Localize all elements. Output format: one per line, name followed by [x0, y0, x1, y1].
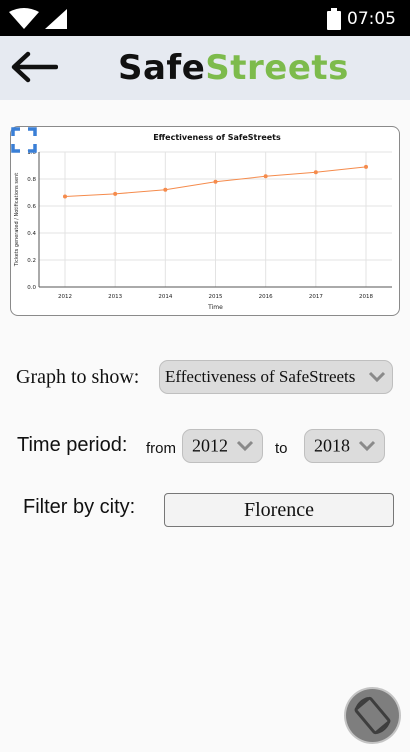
- data-point: [63, 194, 67, 199]
- data-point: [163, 187, 168, 192]
- battery-icon: [327, 8, 341, 30]
- chart-title: Effectiveness of SafeStreets: [153, 133, 281, 142]
- graph-to-show-label: Graph to show:: [16, 366, 140, 388]
- x-tick-label: 2016: [259, 294, 273, 300]
- data-point: [364, 164, 368, 169]
- data-point: [313, 170, 318, 175]
- wifi-icon: [9, 8, 39, 29]
- city-input[interactable]: Florence: [164, 493, 394, 527]
- to-year-value: 2018: [314, 435, 350, 456]
- data-point: [213, 179, 218, 184]
- time-period-label: Time period:: [17, 434, 128, 456]
- rotate-icon: [354, 696, 391, 735]
- rotate-screen-button[interactable]: [346, 689, 399, 742]
- arrow-left-icon[interactable]: [10, 50, 58, 84]
- logo-safe: Safe: [118, 48, 206, 88]
- y-axis-label: Tickets generated / Notifications sent: [14, 173, 20, 267]
- filter-city-label: Filter by city:: [23, 496, 136, 518]
- data-point: [113, 191, 118, 196]
- effectiveness-chart: Effectiveness of SafeStreets 0.0 0.2 0.4 0.6…: [14, 133, 392, 311]
- from-label: from: [146, 440, 176, 457]
- logo-streets: Streets: [205, 48, 349, 88]
- y-tick-label: 0.6: [27, 204, 36, 210]
- from-year-select[interactable]: 2012: [182, 429, 263, 463]
- x-tick-label: 2017: [309, 294, 323, 300]
- x-tick-label: 2018: [359, 294, 373, 300]
- y-tick-label: 0.4: [27, 231, 36, 237]
- status-bar: 07:05: [0, 0, 410, 36]
- y-tick-label: 0.0: [27, 285, 36, 291]
- chart-card: Effectiveness of SafeStreets 0.0 0.2 0.4 0.6…: [10, 126, 400, 316]
- data-point: [263, 174, 268, 179]
- chevron-down-icon: [236, 440, 254, 452]
- chevron-down-icon: [358, 440, 376, 452]
- from-year-value: 2012: [192, 435, 228, 456]
- fullscreen-icon[interactable]: [11, 127, 37, 153]
- chevron-down-icon: [368, 371, 386, 383]
- graph-select[interactable]: Effectiveness of SafeStreets: [159, 360, 393, 394]
- app-bar: SafeStreets: [0, 36, 410, 100]
- y-tick-label: 0.2: [27, 258, 36, 264]
- signal-icon: [45, 9, 67, 29]
- x-tick-label: 2014: [158, 294, 172, 300]
- clock: 07:05: [347, 9, 396, 29]
- x-tick-label: 2012: [58, 294, 72, 300]
- x-tick-label: 2013: [108, 294, 122, 300]
- to-year-select[interactable]: 2018: [304, 429, 385, 463]
- graph-select-value: Effectiveness of SafeStreets: [165, 367, 356, 386]
- y-tick-label: 1.0: [27, 150, 36, 156]
- x-axis-label: Time: [207, 304, 223, 311]
- x-tick-label: 2015: [209, 294, 223, 300]
- to-label: to: [275, 440, 288, 457]
- app-logo: SafeStreets: [118, 48, 349, 88]
- y-tick-label: 0.8: [27, 177, 36, 183]
